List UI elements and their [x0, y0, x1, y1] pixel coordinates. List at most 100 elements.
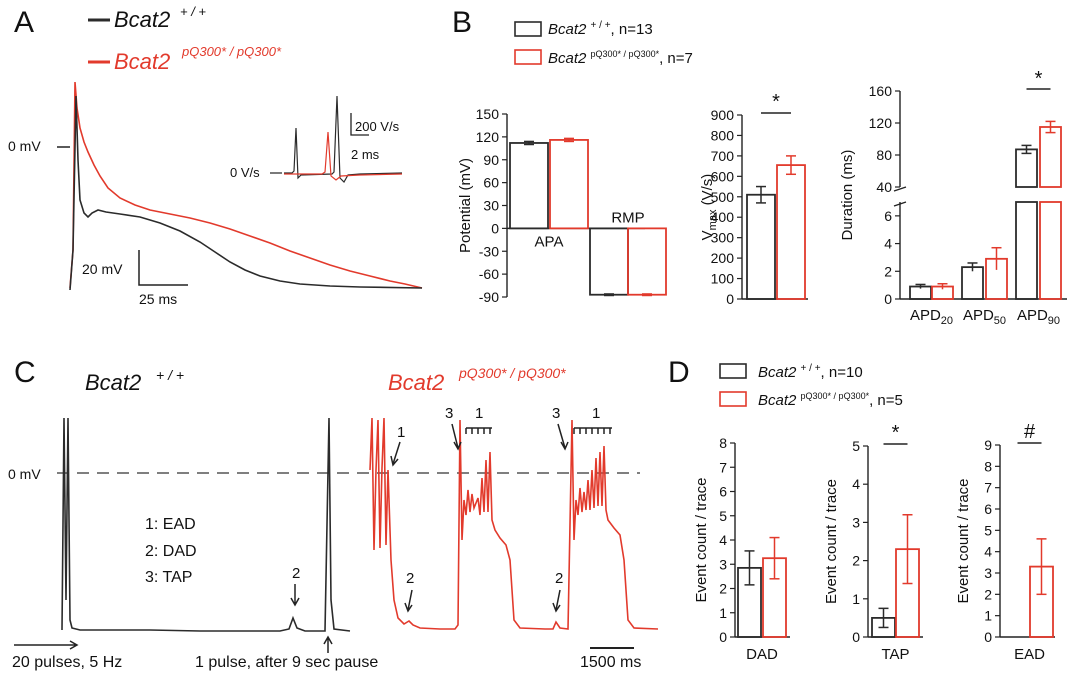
y-tick-label: 0 — [726, 291, 734, 307]
arrow-ead-mut — [390, 441, 401, 467]
panel-c-wt-sup: + / + — [156, 367, 184, 383]
legend-b-wt-swatch — [514, 21, 542, 37]
marker-tap-mut-2: 3 — [552, 405, 560, 422]
y-tick-label: 6 — [884, 208, 892, 224]
legend-d-wt-n: , n=10 — [821, 364, 863, 381]
panel-label-d: D — [668, 356, 690, 389]
category-label-main: APD — [1017, 307, 1048, 324]
chart-potential: -90 -60 -30 0 30 60 90 120 150 Potential (mV) APA R… — [457, 106, 667, 305]
y-tick-label: 4 — [852, 476, 860, 492]
y-tick-label: 0 — [984, 629, 992, 645]
y-axis-label: Vmax (V/s) — [699, 174, 719, 241]
y-tick-label: 500 — [711, 189, 735, 205]
y-axis-label-unit: (V/s) — [699, 174, 716, 210]
legend-d-wt-sup: + / + — [801, 363, 821, 374]
legend-b-wt-gene: Bcat2 — [548, 21, 587, 38]
panel-c-pause-label: 1 pulse, after 9 sec pause — [195, 654, 378, 671]
bar-wt — [589, 227, 629, 296]
category-label-main: APD — [963, 307, 994, 324]
marker-dad-mut-1: 2 — [406, 570, 414, 587]
y-axis-label: Duration (ms) — [839, 150, 856, 241]
y-tick-label: 600 — [711, 168, 735, 184]
panel-c-arrows — [14, 423, 612, 653]
y-tick-label: -30 — [479, 243, 499, 259]
y-tick-label: 2 — [719, 581, 727, 597]
arrow-pulses — [14, 640, 79, 650]
panel-label-b: B — [452, 6, 472, 39]
legend-a-mut-gene: Bcat2 — [114, 49, 170, 74]
category-label: EAD — [1014, 646, 1045, 663]
category-label: APD20 — [910, 307, 953, 327]
inset-scale-bar — [350, 113, 369, 136]
arrow-tap-mut-1 — [451, 423, 462, 451]
legend-a-wt-gene: Bcat2 — [114, 7, 170, 32]
y-axis-label-sub: max — [707, 209, 719, 230]
y-tick-label: 1 — [852, 591, 860, 607]
y-tick-label: 400 — [711, 209, 735, 225]
y-tick-label: 5 — [984, 522, 992, 538]
arrow-tap-mut-2 — [557, 423, 569, 451]
y-tick-label: 90 — [483, 152, 499, 168]
panel-label-c: C — [14, 356, 36, 389]
panel-c-wt-gene: Bcat2 — [85, 370, 141, 395]
y-tick-label: 4 — [719, 532, 727, 548]
y-axis-label: Event count / trace — [823, 479, 840, 604]
y-tick-label: 7 — [984, 480, 992, 496]
category-label-main: APD — [910, 307, 941, 324]
category-label: APA — [535, 233, 564, 250]
y-tick-label: 700 — [711, 148, 735, 164]
inset-mutant-trace — [284, 131, 403, 181]
legend-b-wt-n: , n=13 — [611, 21, 653, 38]
bar-mutant-lower — [1039, 201, 1062, 300]
y-tick-label: 1 — [719, 605, 727, 621]
significance-marker: * — [892, 422, 900, 444]
category-label: DAD — [746, 646, 778, 663]
y-tick-label: 150 — [476, 106, 500, 122]
y-axis-label: Event count / trace — [955, 478, 972, 603]
panel-c-zero-label: 0 mV — [8, 466, 41, 482]
legend-b-mut-n: , n=7 — [659, 50, 693, 67]
legend-d-mut-gene: Bcat2 — [758, 392, 797, 409]
legend-d-mut-swatch — [719, 391, 747, 407]
significance-marker: * — [1035, 68, 1043, 90]
y-tick-label: 120 — [476, 129, 500, 145]
panel-a-mutant-trace — [69, 81, 423, 289]
y-tick-label: 5 — [852, 438, 860, 454]
panel-c-key-dad: 2: DAD — [145, 543, 197, 560]
bracket-ead-2 — [573, 427, 612, 434]
bar-wt — [509, 142, 549, 230]
legend-b-wt-sup: + / + — [591, 20, 611, 31]
arrow-pause — [323, 635, 333, 653]
y-tick-label: 80 — [876, 147, 892, 163]
chart-vmax: 0 100 200 300 400 500 600 700 800 900 Vmax (V/s) * — [699, 91, 808, 307]
panel-c-mut-gene: Bcat2 — [388, 370, 444, 395]
y-tick-label: 9 — [984, 437, 992, 453]
significance-marker: # — [1024, 421, 1036, 443]
legend-b-mut-sup: pQ300* / pQ300* — [591, 49, 660, 59]
y-tick-label: 40 — [876, 179, 892, 195]
y-tick-label: 1 — [984, 608, 992, 624]
axis-break — [893, 201, 907, 207]
bar-wt-lower — [1015, 201, 1038, 300]
legend-d-mut-n: , n=5 — [869, 392, 903, 409]
y-tick-label: -90 — [479, 289, 499, 305]
legend-d-mut-sup: pQ300* / pQ300* — [801, 391, 870, 401]
panel-c-key-ead: 1: EAD — [145, 516, 196, 533]
y-tick-label: 200 — [711, 250, 735, 266]
panel-a-scale-v: 20 mV — [82, 261, 123, 277]
y-tick-label: 2 — [852, 553, 860, 569]
y-tick-label: 3 — [984, 565, 992, 581]
legend-b-mut: Bcat2 pQ300* / pQ300*, n=7 — [548, 49, 693, 67]
marker-ead-mut: 1 — [397, 424, 405, 441]
y-tick-label: 6 — [984, 501, 992, 517]
bar-mutant — [627, 227, 667, 296]
category-label: APD50 — [963, 307, 1006, 327]
legend-b-mut-gene: Bcat2 — [548, 50, 587, 67]
y-tick-label: 160 — [869, 83, 893, 99]
panel-a-wt-trace — [69, 95, 423, 291]
y-tick-label: 4 — [984, 544, 992, 560]
y-tick-label: 3 — [719, 556, 727, 572]
panel-c-scale-label: 1500 ms — [580, 654, 641, 671]
y-tick-label: 8 — [984, 458, 992, 474]
